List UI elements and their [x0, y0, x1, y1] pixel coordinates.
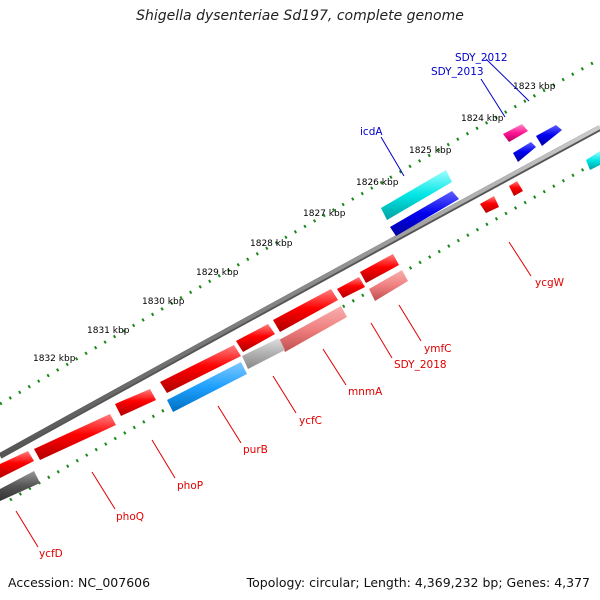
gene-feature-ymfC-fwd[interactable]	[360, 254, 399, 283]
gene-label-mnmA[interactable]: mnmA	[348, 386, 383, 398]
gene-label-ycfC[interactable]: ycfC	[299, 415, 322, 427]
gene-feature-SDY_2013[interactable]	[503, 124, 528, 142]
gene-feature-SDY_2012-b[interactable]	[513, 142, 536, 162]
gene-label-ycfD[interactable]: ycfD	[39, 548, 63, 560]
gene-feature-mnmA-rev[interactable]	[279, 306, 347, 352]
leader-line-icdA	[380, 136, 405, 177]
gene-feature-edge[interactable]	[586, 151, 600, 170]
accession-label: Accession: NC_007606	[8, 575, 151, 590]
gene-feature-mnmA[interactable]	[273, 289, 338, 332]
kbp-tick-label: 1830 kbp	[142, 297, 185, 307]
kbp-tick-label: 1825 kbp	[409, 146, 452, 156]
gene-feature-ymfC[interactable]	[369, 270, 408, 301]
leader-line-SDY_2018	[370, 322, 393, 359]
gene-label-SDY_2018[interactable]: SDY_2018	[394, 359, 447, 371]
leader-line-ycfD	[15, 510, 39, 548]
kbp-tick-label: 1832 kbp	[33, 354, 76, 364]
gene-feature-icdA-rev[interactable]	[390, 191, 459, 236]
gene-label-purB[interactable]: purB	[243, 444, 268, 456]
gene-feature-phoP-a[interactable]	[115, 389, 156, 416]
gene-feature-ycgW-a[interactable]	[480, 196, 499, 213]
gene-feature-purB-rev[interactable]	[167, 362, 247, 412]
gene-feature-ycfC[interactable]	[236, 324, 275, 352]
gene-feature-SDY_2018[interactable]	[337, 277, 365, 298]
leader-line-SDY_2012	[485, 58, 530, 102]
gene-label-SDY_2013[interactable]: SDY_2013	[431, 66, 484, 78]
kbp-tick-label: 1828 kbp	[250, 239, 293, 249]
kbp-tick-label: 1823 kbp	[513, 82, 556, 92]
leader-line-ymfC	[398, 304, 422, 342]
gene-feature-ycfD[interactable]	[0, 451, 34, 478]
leader-line-purB	[217, 405, 242, 444]
outer-scale-ticks	[0, 58, 599, 406]
gene-label-phoQ[interactable]: phoQ	[116, 511, 144, 523]
gene-feature-phoQ[interactable]	[34, 414, 116, 460]
inner-scale-ticks	[9, 158, 600, 502]
gene-label-ymfC[interactable]: ymfC	[424, 343, 451, 355]
gene-feature-ycfC-rev[interactable]	[242, 338, 285, 369]
gene-label-ycgW[interactable]: ycgW	[535, 277, 565, 289]
gene-label-SDY_2012[interactable]: SDY_2012	[455, 52, 508, 64]
kbp-tick-label: 1829 kbp	[196, 268, 239, 278]
genome-summary-label: Topology: circular; Length: 4,369,232 bp…	[246, 575, 590, 590]
gene-feature-ycfD-rev[interactable]	[0, 471, 40, 501]
leader-line-ycgW	[508, 241, 532, 277]
gene-feature-SDY_2012-a[interactable]	[536, 125, 562, 146]
gene-label-phoP[interactable]: phoP	[177, 480, 203, 492]
map-title: Shigella dysenteriae Sd197, complete gen…	[136, 8, 464, 24]
leader-line-SDY_2013	[480, 78, 506, 118]
gene-label-icdA[interactable]: icdA	[360, 126, 383, 138]
gene-feature-purB[interactable]	[160, 345, 241, 393]
leader-line-phoP	[151, 439, 176, 479]
leader-line-mnmA	[322, 348, 347, 386]
kbp-tick-label: 1824 kbp	[461, 114, 504, 124]
genome-backbone	[0, 125, 600, 457]
gene-feature-ycgW-b[interactable]	[509, 181, 523, 196]
kbp-tick-label: 1827 kbp	[303, 209, 346, 219]
leader-line-ycfC	[272, 375, 297, 414]
kbp-tick-label: 1826 kbp	[356, 178, 399, 188]
leader-line-phoQ	[91, 471, 116, 510]
gene-feature-icdA[interactable]	[381, 170, 452, 220]
kbp-tick-label: 1831 kbp	[87, 326, 130, 336]
